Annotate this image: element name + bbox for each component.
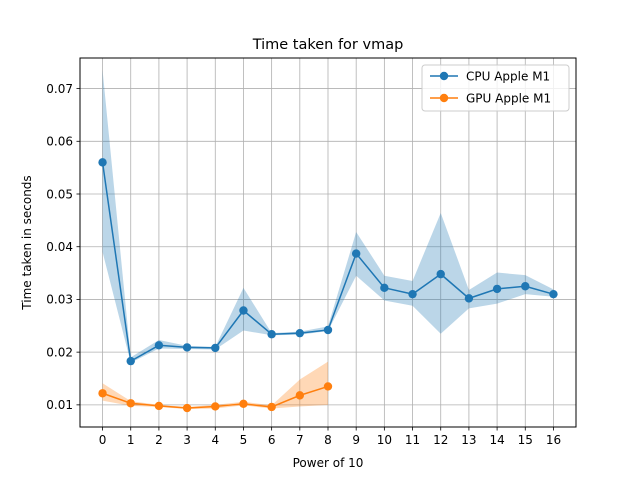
cpu-data-point — [323, 325, 333, 335]
gpu-data-point — [126, 399, 135, 408]
cpu-legend-marker — [439, 71, 449, 81]
cpu-data-point — [492, 284, 502, 294]
y-axis-ticks: 0.01 0.02 0.03 0.04 0.05 0.06 0.07 — [46, 82, 80, 412]
y-tick-label: 0.05 — [46, 187, 73, 201]
x-tick-label: 4 — [211, 433, 219, 447]
cpu-data-point — [464, 294, 474, 303]
x-tick-label: 10 — [377, 433, 392, 447]
x-tick-label: 16 — [546, 433, 561, 447]
y-tick-label: 0.01 — [46, 398, 73, 412]
x-tick-label: 14 — [489, 433, 504, 447]
x-tick-label: 0 — [99, 433, 107, 447]
x-tick-label: 1 — [127, 433, 135, 447]
cpu-data-point — [380, 283, 389, 293]
x-tick-label: 2 — [155, 433, 163, 447]
cpu-data-point — [351, 249, 361, 258]
chart-title: Time taken for vmap — [252, 37, 404, 53]
cpu-data-point — [521, 282, 530, 291]
gpu-legend-label: GPU Apple M1 — [466, 91, 551, 105]
gpu-data-point — [239, 399, 248, 409]
legend: CPU Apple M1 GPU Apple M1 — [421, 64, 570, 112]
y-axis-label: Time taken in seconds — [20, 175, 34, 310]
legend-box — [421, 64, 570, 112]
x-tick-label: 3 — [183, 433, 191, 447]
cpu-data-point — [126, 356, 135, 366]
series-points — [98, 158, 558, 413]
cpu-data-point — [267, 330, 276, 339]
gpu-data-point — [182, 403, 192, 413]
y-tick-label: 0.06 — [46, 135, 73, 149]
gpu-data-point — [323, 382, 333, 391]
x-tick-label: 7 — [296, 433, 304, 447]
gpu-data-point — [98, 389, 107, 398]
x-tick-label: 8 — [324, 433, 332, 447]
gpu-data-point — [154, 401, 164, 411]
grid — [80, 58, 576, 427]
cpu-data-point — [154, 341, 164, 350]
gpu-legend-marker — [439, 93, 449, 103]
x-tick-label: 13 — [461, 433, 476, 447]
y-tick-label: 0.07 — [46, 82, 73, 96]
y-tick-label: 0.04 — [46, 240, 73, 254]
y-tick-label: 0.02 — [46, 345, 73, 359]
gpu-confidence-band — [102, 361, 328, 410]
cpu-data-point — [436, 269, 445, 279]
x-tick-label: 5 — [240, 433, 248, 447]
x-tick-label: 6 — [268, 433, 276, 447]
cpu-confidence-band — [102, 70, 554, 363]
y-tick-label: 0.03 — [46, 293, 73, 307]
cpu-data-point — [239, 306, 248, 315]
cpu-data-point — [295, 328, 305, 338]
cpu-legend-label: CPU Apple M1 — [466, 69, 550, 83]
gpu-data-point — [295, 391, 305, 400]
x-tick-label: 12 — [433, 433, 448, 447]
x-tick-label: 11 — [405, 433, 420, 447]
x-tick-label: 9 — [352, 433, 360, 447]
x-tick-label: 15 — [518, 433, 533, 447]
gpu-data-point — [267, 402, 276, 412]
x-axis-label: Power of 10 — [293, 456, 364, 470]
cpu-data-point — [211, 343, 220, 353]
x-axis-ticks: 0 1 2 3 4 5 6 7 8 9 10 11 12 13 14 15 16 — [99, 427, 561, 447]
gpu-data-point — [211, 402, 220, 411]
cpu-data-point — [549, 289, 558, 299]
cpu-data-point — [98, 158, 107, 167]
cpu-data-point — [182, 343, 192, 352]
confidence-bands — [102, 70, 554, 410]
cpu-data-point — [408, 289, 417, 299]
